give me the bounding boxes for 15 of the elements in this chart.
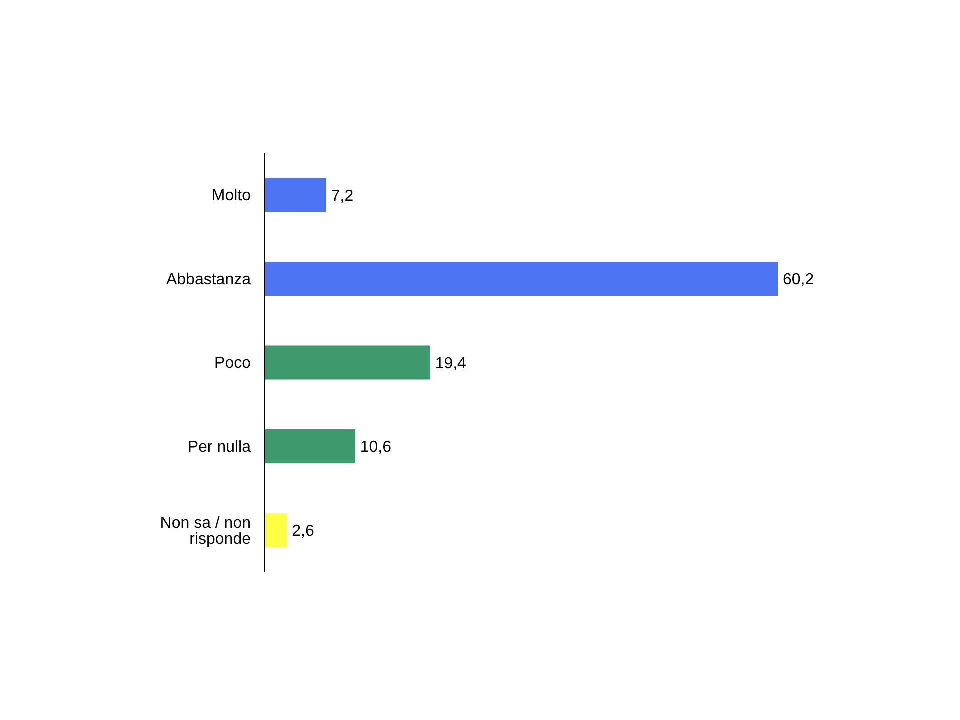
y-tick-label: Poco [214, 355, 252, 372]
data-label: 19,4 [435, 355, 467, 372]
y-tick-label: Molto [212, 188, 252, 205]
bar [265, 178, 326, 212]
bar [265, 262, 778, 296]
data-label: 2,6 [292, 523, 314, 540]
bar [265, 346, 430, 380]
data-label: 60,2 [783, 272, 814, 289]
data-label: 10,6 [360, 439, 392, 456]
y-tick-label: Non sa / non risponde [160, 514, 252, 548]
y-tick-label: Abbastanza [166, 271, 252, 288]
bar [265, 430, 356, 464]
data-label: 7,2 [331, 188, 354, 205]
bar [265, 513, 288, 548]
y-tick-label: Per nulla [188, 438, 252, 456]
